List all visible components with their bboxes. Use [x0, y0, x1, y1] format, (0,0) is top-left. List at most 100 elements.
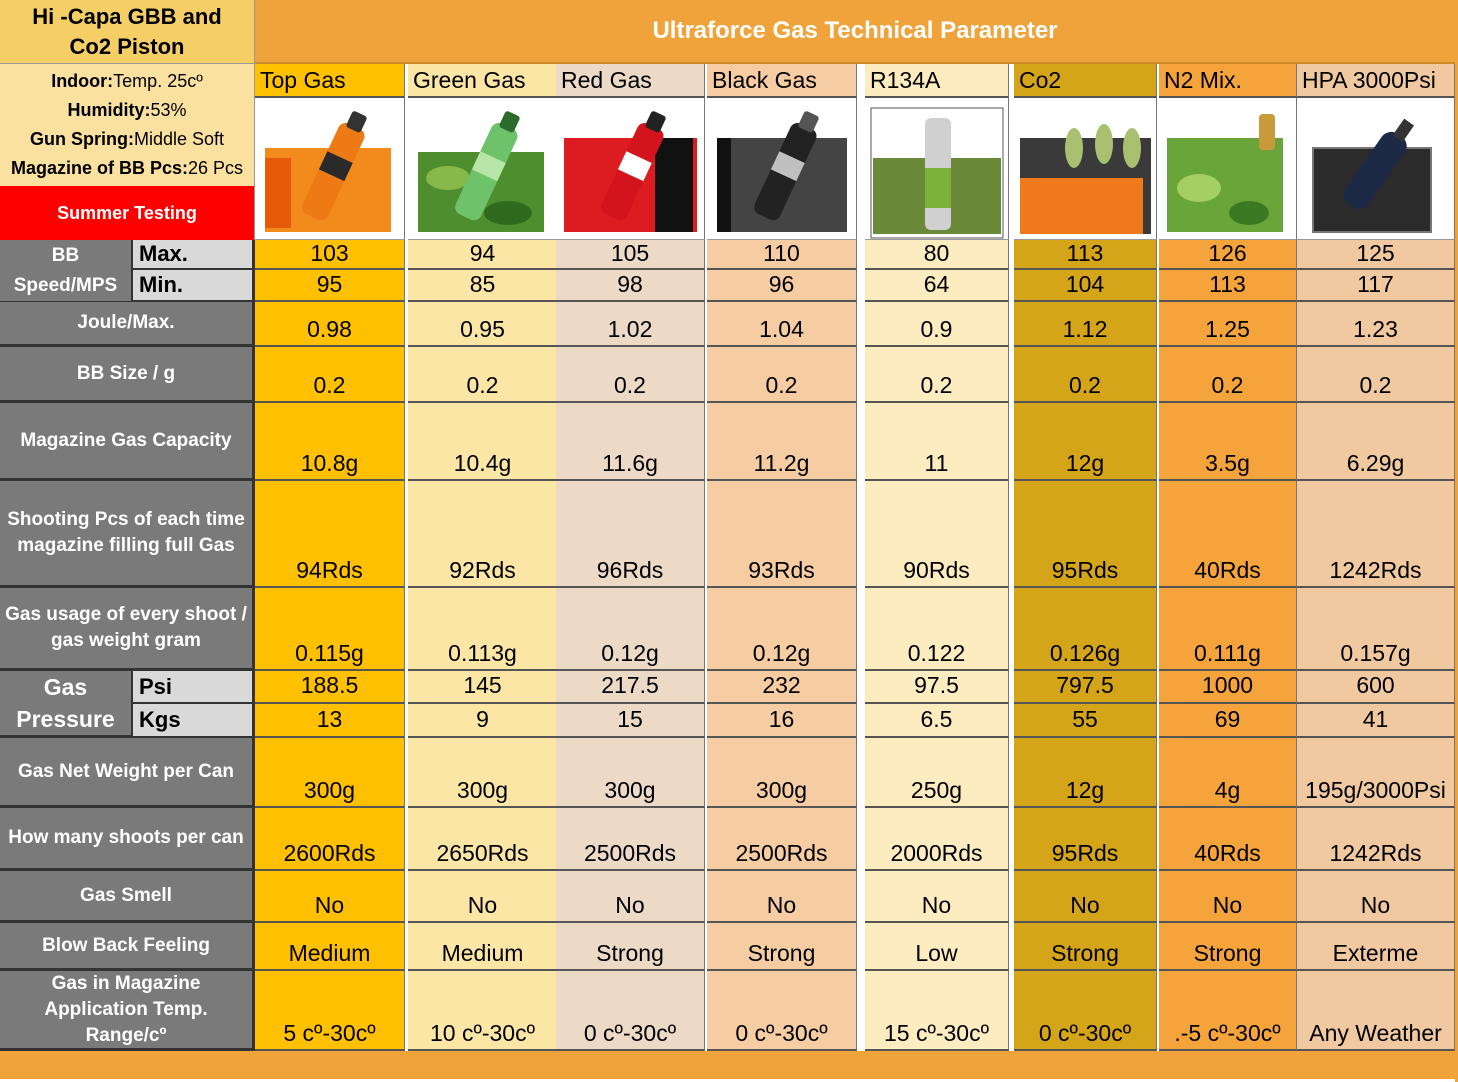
product-image-5[interactable] [1014, 98, 1157, 240]
product-header-2[interactable]: Red Gas [556, 64, 705, 98]
value-bb_size-6[interactable]: 0.2 [1159, 347, 1297, 403]
value-shooting_pcs-4[interactable]: 90Rds [865, 481, 1009, 588]
value-shooting_pcs-2[interactable]: 96Rds [556, 481, 705, 588]
value-shooting_pcs-6[interactable]: 40Rds [1159, 481, 1297, 588]
value-joule-0[interactable]: 0.98 [255, 302, 405, 347]
value-net_weight-2[interactable]: 300g [556, 738, 705, 808]
title-cell[interactable]: Hi -Capa GBB and Co2 Piston [0, 0, 255, 64]
value-min-6[interactable]: 113 [1159, 270, 1297, 302]
value-bb_size-3[interactable]: 0.2 [707, 347, 857, 403]
value-capacity-1[interactable]: 10.4g [408, 403, 558, 481]
value-shoots_per_can-2[interactable]: 2500Rds [556, 808, 705, 871]
value-blowback-2[interactable]: Strong [556, 923, 705, 971]
value-net_weight-7[interactable]: 195g/3000Psi [1297, 738, 1455, 808]
value-psi-5[interactable]: 797.5 [1014, 671, 1157, 704]
product-header-3[interactable]: Black Gas [707, 64, 857, 98]
value-capacity-0[interactable]: 10.8g [255, 403, 405, 481]
product-image-0[interactable] [255, 98, 405, 240]
product-image-1[interactable] [408, 98, 558, 240]
value-joule-5[interactable]: 1.12 [1014, 302, 1157, 347]
value-min-0[interactable]: 95 [255, 270, 405, 302]
value-blowback-5[interactable]: Strong [1014, 923, 1157, 971]
test-conditions-cell[interactable]: Indoor:Temp. 25cº Humidity:53% Gun Spring:… [0, 64, 255, 186]
value-psi-4[interactable]: 97.5 [865, 671, 1009, 704]
value-min-2[interactable]: 98 [556, 270, 705, 302]
value-temp_range-2[interactable]: 0 cº-30cº [556, 971, 705, 1051]
value-max-3[interactable]: 110 [707, 240, 857, 270]
value-capacity-2[interactable]: 11.6g [556, 403, 705, 481]
value-psi-1[interactable]: 145 [408, 671, 558, 704]
value-net_weight-1[interactable]: 300g [408, 738, 558, 808]
value-capacity-3[interactable]: 11.2g [707, 403, 857, 481]
value-shooting_pcs-3[interactable]: 93Rds [707, 481, 857, 588]
value-joule-4[interactable]: 0.9 [865, 302, 1009, 347]
value-kgs-4[interactable]: 6.5 [865, 704, 1009, 738]
value-usage-5[interactable]: 0.126g [1014, 588, 1157, 671]
value-usage-3[interactable]: 0.12g [707, 588, 857, 671]
value-joule-1[interactable]: 0.95 [408, 302, 558, 347]
value-max-4[interactable]: 80 [865, 240, 1009, 270]
value-usage-1[interactable]: 0.113g [408, 588, 558, 671]
value-smell-2[interactable]: No [556, 871, 705, 923]
value-smell-0[interactable]: No [255, 871, 405, 923]
value-bb_size-0[interactable]: 0.2 [255, 347, 405, 403]
value-usage-0[interactable]: 0.115g [255, 588, 405, 671]
product-header-5[interactable]: Co2 [1014, 64, 1157, 98]
value-shoots_per_can-5[interactable]: 95Rds [1014, 808, 1157, 871]
value-max-2[interactable]: 105 [556, 240, 705, 270]
value-temp_range-3[interactable]: 0 cº-30cº [707, 971, 857, 1051]
product-image-3[interactable] [707, 98, 857, 240]
product-image-4[interactable] [865, 98, 1009, 240]
value-max-6[interactable]: 126 [1159, 240, 1297, 270]
value-smell-7[interactable]: No [1297, 871, 1455, 923]
value-net_weight-4[interactable]: 250g [865, 738, 1009, 808]
value-shooting_pcs-1[interactable]: 92Rds [408, 481, 558, 588]
value-psi-0[interactable]: 188.5 [255, 671, 405, 704]
value-min-3[interactable]: 96 [707, 270, 857, 302]
value-capacity-4[interactable]: 11 [865, 403, 1009, 481]
value-bb_size-5[interactable]: 0.2 [1014, 347, 1157, 403]
value-shoots_per_can-0[interactable]: 2600Rds [255, 808, 405, 871]
value-psi-2[interactable]: 217.5 [556, 671, 705, 704]
value-smell-1[interactable]: No [408, 871, 558, 923]
value-blowback-3[interactable]: Strong [707, 923, 857, 971]
value-capacity-7[interactable]: 6.29g [1297, 403, 1455, 481]
product-image-6[interactable] [1159, 98, 1297, 240]
value-min-4[interactable]: 64 [865, 270, 1009, 302]
product-image-2[interactable] [556, 98, 705, 240]
value-capacity-5[interactable]: 12g [1014, 403, 1157, 481]
value-kgs-6[interactable]: 69 [1159, 704, 1297, 738]
banner-title[interactable]: Ultraforce Gas Technical Parameter [255, 0, 1455, 64]
value-kgs-2[interactable]: 15 [556, 704, 705, 738]
value-min-5[interactable]: 104 [1014, 270, 1157, 302]
value-bb_size-2[interactable]: 0.2 [556, 347, 705, 403]
value-temp_range-1[interactable]: 10 cº-30cº [408, 971, 558, 1051]
value-min-7[interactable]: 117 [1297, 270, 1455, 302]
value-blowback-4[interactable]: Low [865, 923, 1009, 971]
value-temp_range-4[interactable]: 15 cº-30cº [865, 971, 1009, 1051]
value-shooting_pcs-5[interactable]: 95Rds [1014, 481, 1157, 588]
value-max-0[interactable]: 103 [255, 240, 405, 270]
value-net_weight-6[interactable]: 4g [1159, 738, 1297, 808]
product-header-4[interactable]: R134A [865, 64, 1009, 98]
value-smell-4[interactable]: No [865, 871, 1009, 923]
value-usage-2[interactable]: 0.12g [556, 588, 705, 671]
value-shoots_per_can-4[interactable]: 2000Rds [865, 808, 1009, 871]
value-bb_size-7[interactable]: 0.2 [1297, 347, 1455, 403]
value-shoots_per_can-3[interactable]: 2500Rds [707, 808, 857, 871]
value-max-1[interactable]: 94 [408, 240, 558, 270]
value-kgs-0[interactable]: 13 [255, 704, 405, 738]
value-psi-7[interactable]: 600 [1297, 671, 1455, 704]
product-header-1[interactable]: Green Gas [408, 64, 558, 98]
value-kgs-5[interactable]: 55 [1014, 704, 1157, 738]
value-shoots_per_can-1[interactable]: 2650Rds [408, 808, 558, 871]
value-joule-7[interactable]: 1.23 [1297, 302, 1455, 347]
value-temp_range-5[interactable]: 0 cº-30cº [1014, 971, 1157, 1051]
value-usage-4[interactable]: 0.122 [865, 588, 1009, 671]
value-psi-6[interactable]: 1000 [1159, 671, 1297, 704]
value-temp_range-7[interactable]: Any Weather [1297, 971, 1455, 1051]
product-header-7[interactable]: HPA 3000Psi [1297, 64, 1455, 98]
value-net_weight-0[interactable]: 300g [255, 738, 405, 808]
value-kgs-3[interactable]: 16 [707, 704, 857, 738]
value-smell-5[interactable]: No [1014, 871, 1157, 923]
